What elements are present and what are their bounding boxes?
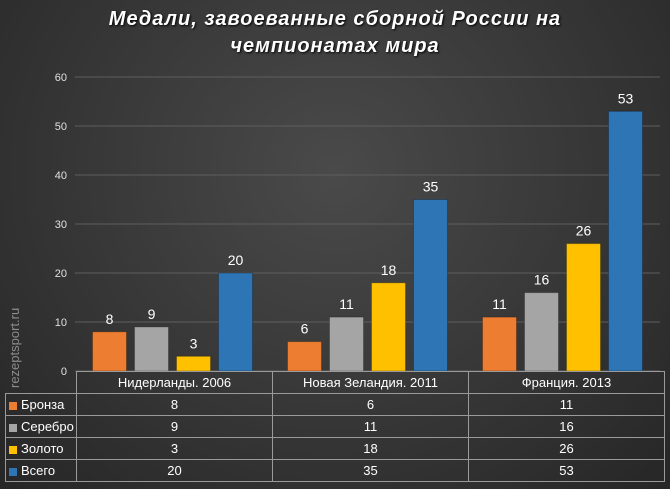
bar <box>524 292 559 372</box>
table-cell: 20 <box>76 459 273 482</box>
table-cell: 9 <box>76 415 273 438</box>
data-label: 20 <box>228 252 244 268</box>
data-label: 16 <box>534 272 550 288</box>
bar <box>329 316 364 372</box>
bar <box>287 341 322 372</box>
table-cell: 53 <box>468 459 665 482</box>
y-tick-label: 10 <box>55 317 67 329</box>
data-label: 26 <box>576 223 592 239</box>
bar <box>566 243 601 372</box>
y-tick-label: 60 <box>55 72 67 84</box>
data-label: 11 <box>492 296 507 312</box>
y-tick-label: 30 <box>55 219 67 231</box>
y-tick-label: 40 <box>55 170 67 182</box>
table-cell: 11 <box>272 415 469 438</box>
bar <box>413 199 448 372</box>
table-category-header: Франция. 2013 <box>468 371 665 394</box>
legend-swatch <box>9 423 17 432</box>
legend-label: Бронза <box>21 397 65 412</box>
bar <box>482 316 517 372</box>
table-cell: 16 <box>468 415 665 438</box>
bar <box>176 355 211 372</box>
table-row: Золото 3 18 26 <box>5 437 665 460</box>
bar <box>134 326 169 372</box>
table-category-header: Нидерланды. 2006 <box>76 371 273 394</box>
legend-entry: Золото <box>5 437 77 460</box>
data-label: 9 <box>148 306 156 322</box>
chart-title-line-1: Медали, завоеванные сборной России на <box>108 8 562 30</box>
table-cell: 3 <box>76 437 273 460</box>
table-row: Бронза 8 6 11 <box>5 393 665 416</box>
bar <box>218 272 253 372</box>
legend-entry: Всего <box>5 459 77 482</box>
data-label: 8 <box>106 311 114 327</box>
data-label: 6 <box>301 321 309 337</box>
table-cell: 11 <box>468 393 665 416</box>
table-category-header: Новая Зеландия. 2011 <box>272 371 469 394</box>
data-label: 53 <box>618 90 634 106</box>
data-label: 18 <box>381 262 397 278</box>
legend-swatch <box>9 445 17 454</box>
table-row: Серебро 9 11 16 <box>5 415 665 438</box>
chart-title-line-2: чемпионатах мира <box>230 35 440 57</box>
bar <box>608 110 643 372</box>
data-table: Нидерланды. 2006 Новая Зеландия. 2011 Фр… <box>5 371 665 482</box>
chart-title: Медали, завоеванные сборной России на че… <box>0 6 670 60</box>
data-label: 11 <box>339 296 354 312</box>
bar <box>371 282 406 372</box>
legend-swatch <box>9 467 17 476</box>
table-cell: 35 <box>272 459 469 482</box>
table-corner <box>5 371 77 394</box>
data-label: 35 <box>423 179 439 195</box>
table-cell: 26 <box>468 437 665 460</box>
y-tick-label: 50 <box>55 121 67 133</box>
legend-entry: Серебро <box>5 415 77 438</box>
bar <box>92 331 127 372</box>
legend-label: Серебро <box>21 419 74 434</box>
data-label: 3 <box>190 335 198 351</box>
legend-label: Золото <box>21 441 64 456</box>
y-tick-label: 20 <box>55 268 67 280</box>
table-cell: 8 <box>76 393 273 416</box>
legend-entry: Бронза <box>5 393 77 416</box>
table-cell: 6 <box>272 393 469 416</box>
table-header-row: Нидерланды. 2006 Новая Зеландия. 2011 Фр… <box>5 371 665 394</box>
legend-swatch <box>9 401 17 410</box>
table-cell: 18 <box>272 437 469 460</box>
table-row: Всего 20 35 53 <box>5 459 665 482</box>
legend-label: Всего <box>21 463 56 478</box>
